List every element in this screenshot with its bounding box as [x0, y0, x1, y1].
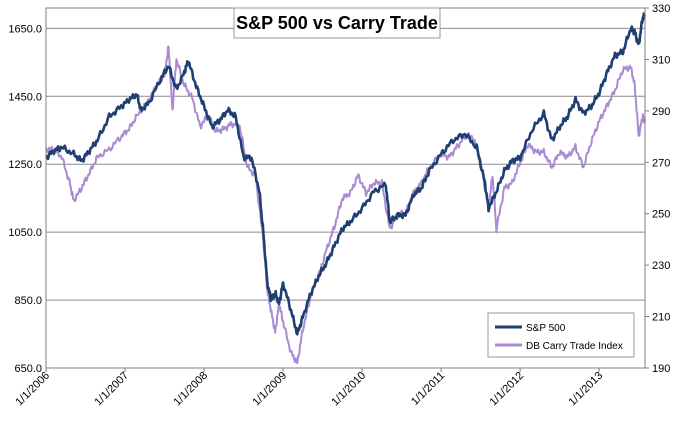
- legend-box: [487, 312, 635, 358]
- title-box-frame: [233, 7, 441, 39]
- right-axis-ticks: 190 210 230 250 270 290 310 330: [645, 3, 670, 375]
- chart-title: S&P 500 vs Carry Trade: [236, 13, 438, 33]
- right-tick-label: 310: [652, 54, 670, 66]
- chart-title-box: S&P 500 vs Carry Trade: [233, 7, 441, 39]
- left-tick-label: 1250.0: [8, 159, 42, 171]
- right-tick-label: 230: [652, 260, 670, 272]
- right-tick-label: 290: [652, 106, 670, 118]
- series-layer: [44, 12, 647, 365]
- right-tick-label: 210: [652, 312, 670, 324]
- legend-label-carry-trade: DB Carry Trade Index: [526, 341, 623, 352]
- right-tick-label: 330: [652, 3, 670, 15]
- left-tick-label: 650.0: [14, 363, 42, 375]
- right-tick-label: 250: [652, 209, 670, 221]
- left-tick-label: 1450.0: [8, 91, 42, 103]
- series-line-sp500: [44, 12, 647, 336]
- left-tick-label: 1050.0: [8, 227, 42, 239]
- legend-label-sp500: S&P 500: [526, 323, 566, 334]
- right-tick-label: 270: [652, 157, 670, 169]
- left-tick-label: 850.0: [14, 295, 42, 307]
- legend: S&P 500 DB Carry Trade Index: [487, 312, 635, 358]
- left-tick-label: 1650.0: [8, 23, 42, 35]
- left-axis-ticks: 650.0 850.0 1050.0 1250.0 1450.0 1650.0: [8, 23, 42, 375]
- right-tick-label: 190: [652, 363, 670, 375]
